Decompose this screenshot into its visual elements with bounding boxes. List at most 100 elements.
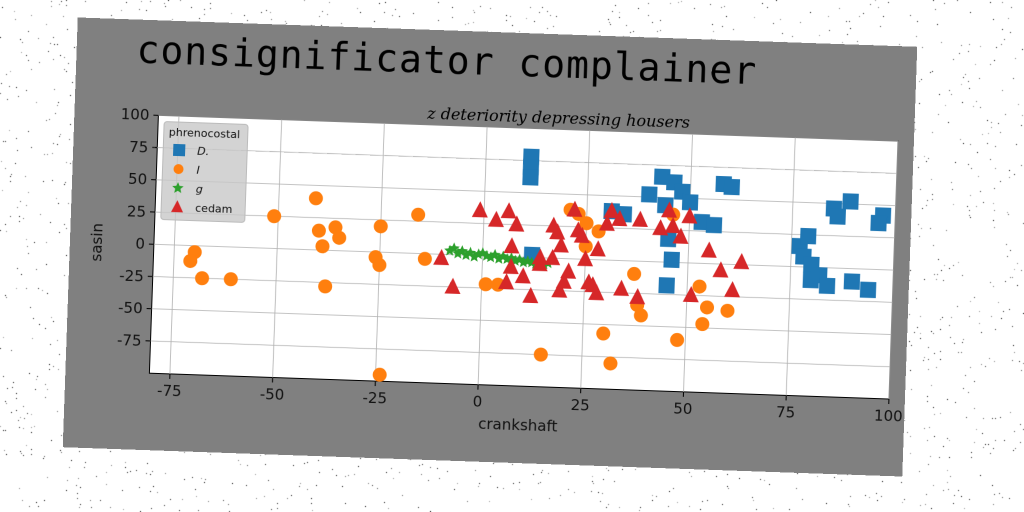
data-point bbox=[508, 215, 525, 232]
data-point bbox=[497, 250, 509, 262]
data-point bbox=[720, 303, 735, 318]
legend-items: D. Ig cedam bbox=[171, 143, 233, 216]
legend-marker bbox=[173, 164, 184, 175]
data-point bbox=[712, 261, 729, 278]
data-point bbox=[603, 202, 620, 219]
data-point bbox=[627, 266, 642, 281]
legend: phrenocostal D. Ig cedam bbox=[160, 121, 249, 223]
data-marks bbox=[183, 148, 892, 382]
data-point bbox=[478, 277, 493, 292]
y-tick-label: 50 bbox=[128, 170, 148, 189]
legend-label: I bbox=[196, 164, 200, 177]
data-point bbox=[613, 279, 630, 297]
series-i bbox=[183, 191, 735, 382]
data-point bbox=[870, 214, 887, 232]
data-point bbox=[693, 213, 711, 231]
data-point bbox=[489, 248, 501, 260]
legend-label: D. bbox=[197, 145, 209, 158]
legend-marker bbox=[172, 143, 186, 157]
series-cedam bbox=[433, 200, 750, 305]
data-point bbox=[859, 281, 877, 299]
data-point bbox=[700, 300, 715, 315]
data-point bbox=[818, 277, 836, 295]
data-point bbox=[589, 240, 606, 257]
legend-label: cedam bbox=[195, 202, 233, 216]
data-point bbox=[531, 248, 548, 265]
data-point bbox=[477, 247, 489, 259]
data-point bbox=[372, 367, 387, 382]
x-tick-label: 100 bbox=[874, 407, 903, 426]
data-point bbox=[692, 279, 707, 294]
y-tick-label: -50 bbox=[118, 299, 143, 318]
data-point bbox=[580, 273, 597, 290]
data-point bbox=[498, 273, 515, 290]
data-point bbox=[502, 257, 519, 275]
data-point bbox=[487, 210, 504, 228]
data-point bbox=[653, 168, 671, 186]
data-point bbox=[681, 194, 699, 211]
data-point bbox=[664, 217, 681, 234]
data-point bbox=[577, 250, 594, 267]
data-point bbox=[472, 248, 485, 260]
data-point bbox=[448, 242, 460, 254]
data-point bbox=[631, 210, 648, 228]
data-point bbox=[670, 332, 685, 347]
data-point bbox=[195, 271, 210, 286]
data-point bbox=[843, 273, 861, 290]
data-point bbox=[223, 272, 238, 287]
data-point bbox=[505, 252, 518, 263]
data-point bbox=[373, 219, 388, 234]
data-point bbox=[842, 193, 859, 210]
y-axis-label: sasin bbox=[87, 223, 106, 262]
data-point bbox=[723, 178, 741, 196]
data-point bbox=[444, 277, 461, 295]
data-point bbox=[579, 216, 594, 231]
data-point bbox=[433, 248, 450, 266]
x-axis-label: crankshaft bbox=[478, 415, 558, 436]
data-point bbox=[681, 207, 698, 224]
data-point bbox=[315, 239, 330, 254]
data-point bbox=[464, 246, 477, 258]
x-tick-label: -50 bbox=[259, 385, 284, 404]
data-point bbox=[549, 223, 566, 240]
y-gridline bbox=[151, 308, 892, 335]
y-tick-label: 100 bbox=[120, 105, 149, 124]
data-point bbox=[682, 286, 699, 303]
data-point bbox=[503, 237, 520, 254]
data-point bbox=[485, 251, 497, 263]
data-point bbox=[663, 251, 680, 269]
y-tick-label: 25 bbox=[127, 202, 147, 221]
data-point bbox=[517, 256, 530, 268]
data-point bbox=[460, 249, 472, 261]
data-point bbox=[661, 201, 678, 218]
data-point bbox=[493, 252, 505, 264]
y-gridline bbox=[158, 114, 898, 142]
x-tick-label: 25 bbox=[570, 396, 590, 415]
x-tick-label: 50 bbox=[673, 400, 693, 419]
legend-title: phrenocostal bbox=[169, 126, 241, 141]
data-point bbox=[267, 209, 282, 224]
data-point bbox=[566, 200, 583, 217]
x-tick-label: -75 bbox=[157, 381, 182, 400]
data-point bbox=[468, 250, 481, 262]
data-point bbox=[368, 250, 383, 265]
ticks: -75 -50 -25 0 25 50 75 100 -75 -50 -25 0 25 50 75 100 bbox=[117, 105, 903, 426]
data-point bbox=[588, 284, 605, 301]
data-point bbox=[318, 279, 333, 294]
data-point bbox=[500, 202, 517, 219]
y-gridline bbox=[156, 179, 896, 207]
data-point bbox=[652, 219, 669, 236]
data-point bbox=[733, 253, 750, 270]
data-point bbox=[573, 226, 590, 244]
legend-label: g bbox=[196, 183, 203, 196]
chart-card: consignificator complainer -75 -50 -25 0 25 5… bbox=[62, 17, 918, 477]
data-point bbox=[555, 272, 572, 289]
data-point bbox=[501, 253, 513, 265]
data-point bbox=[695, 317, 710, 332]
y-gridline bbox=[152, 276, 893, 303]
data-point bbox=[452, 247, 464, 259]
x-tick-label: -25 bbox=[362, 389, 387, 408]
y-tick-label: -25 bbox=[119, 266, 144, 285]
data-point bbox=[633, 308, 648, 323]
